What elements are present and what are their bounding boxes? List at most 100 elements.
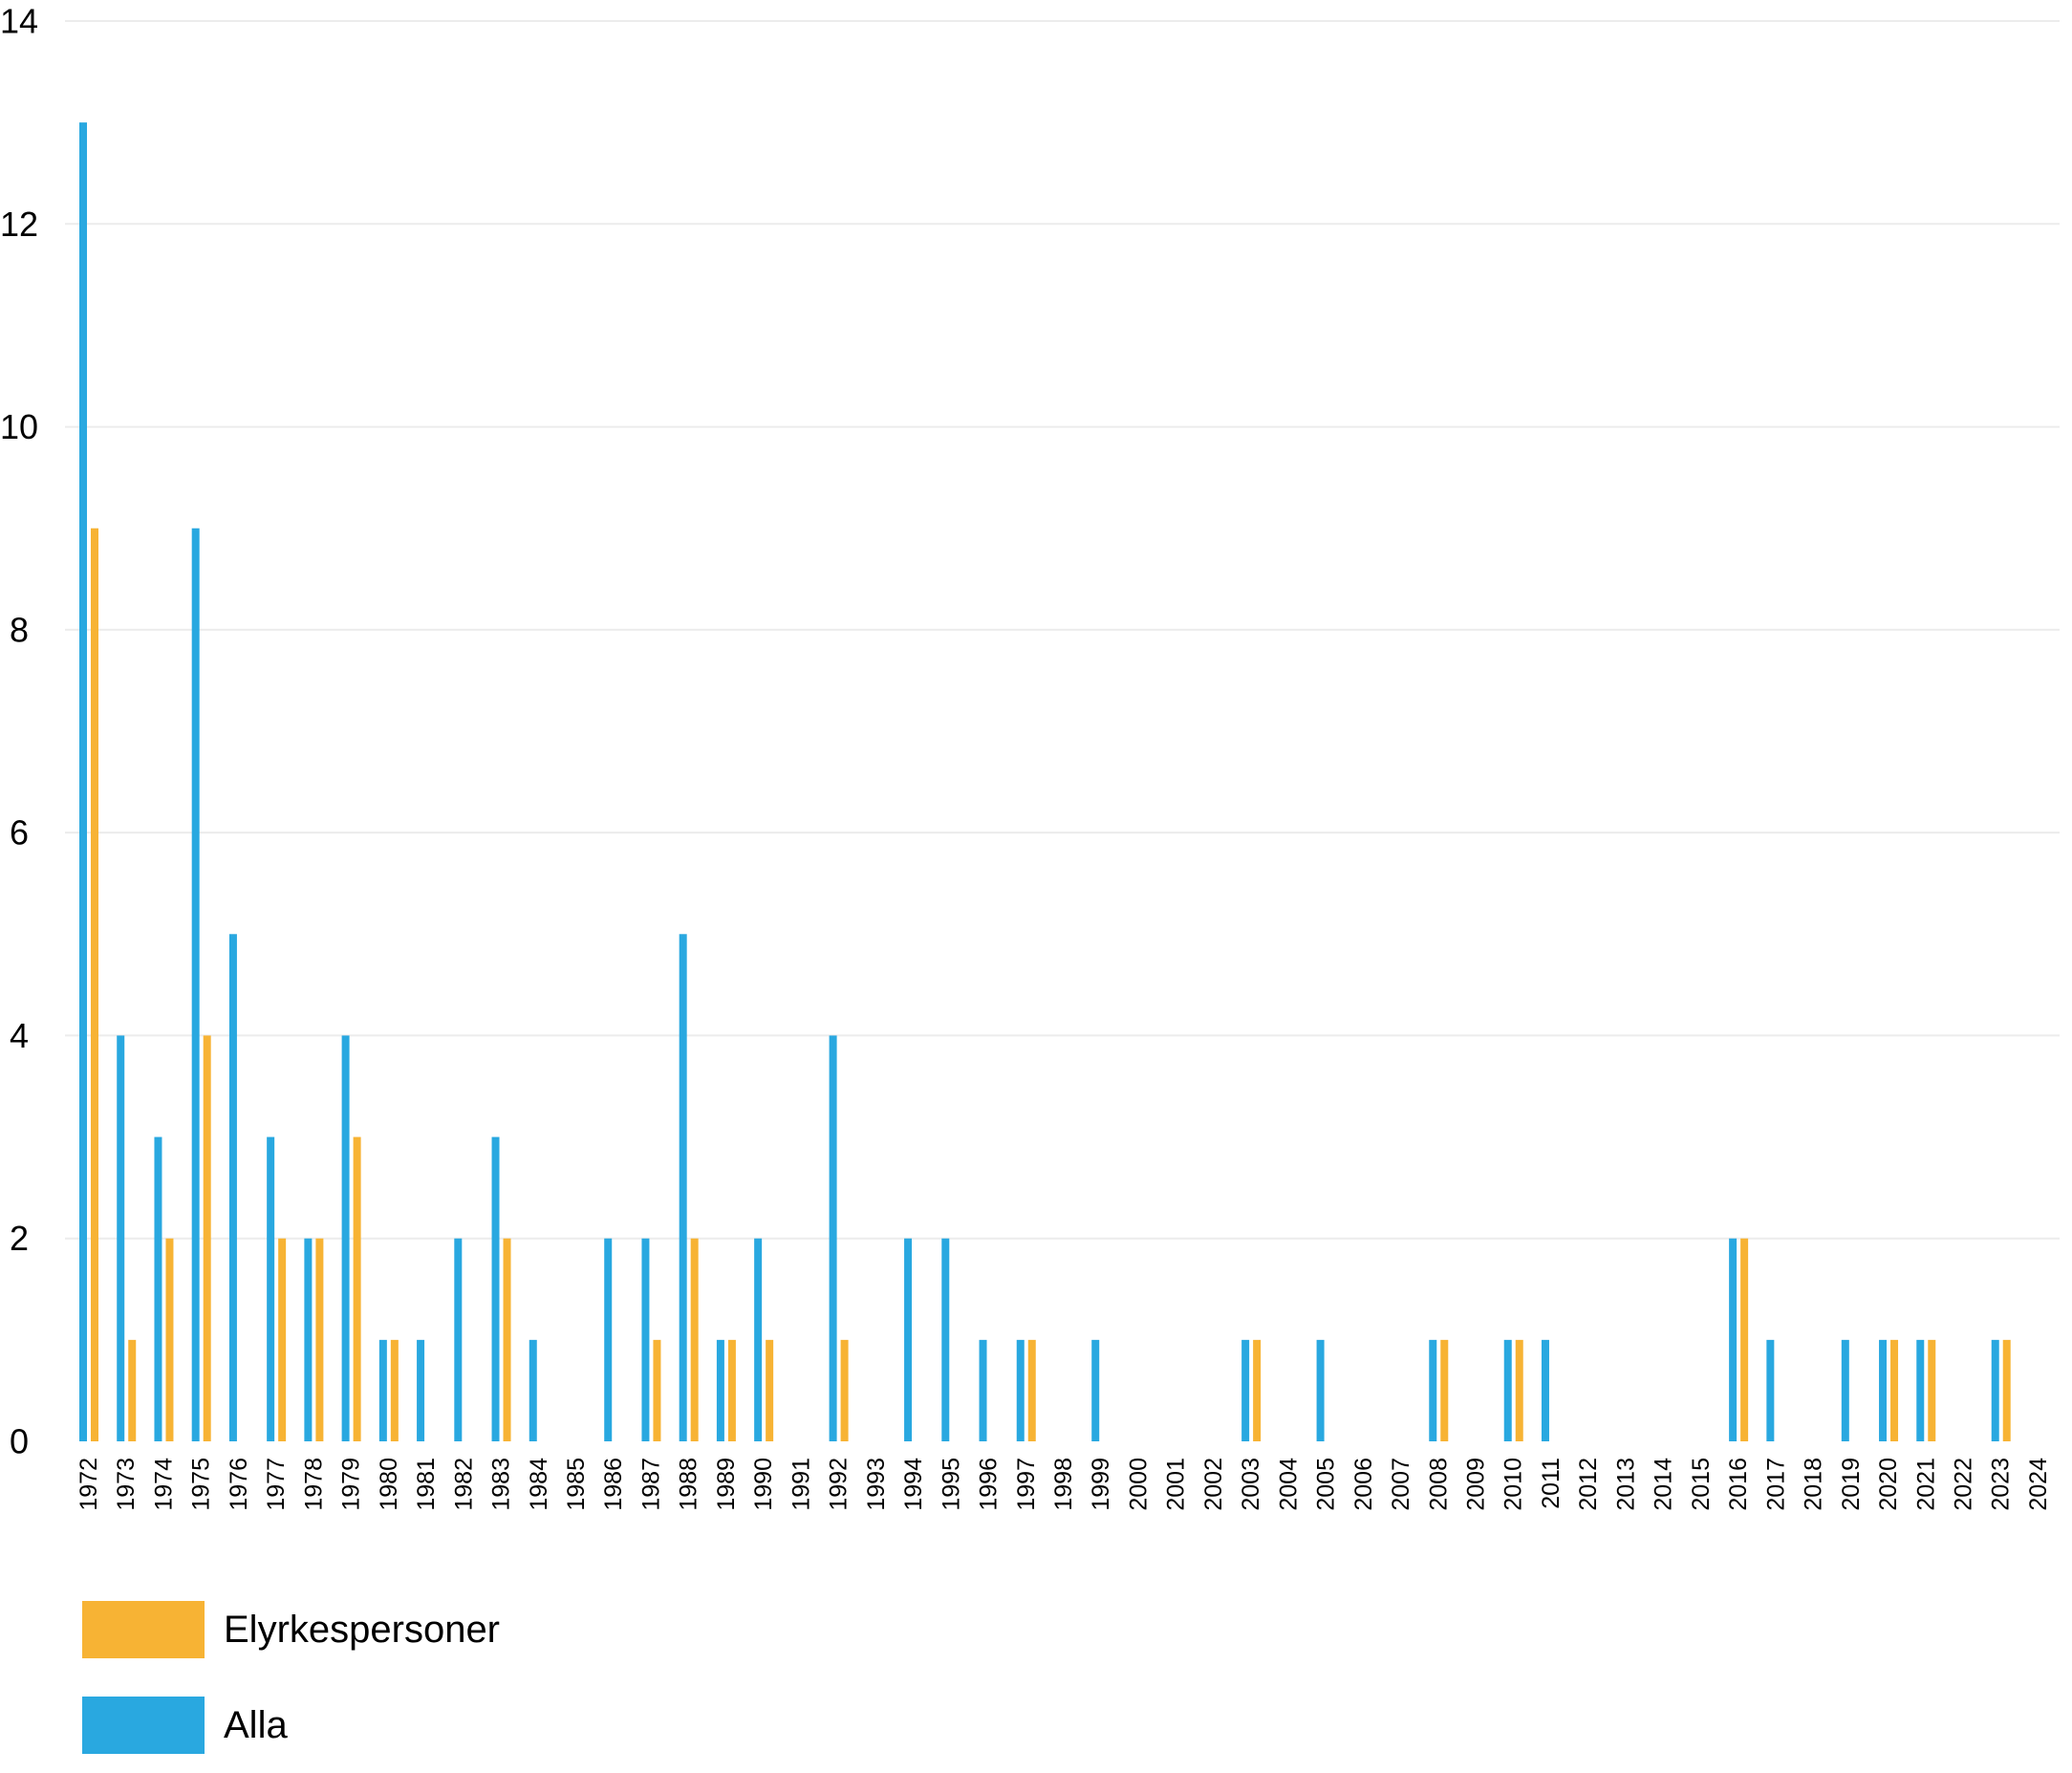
x-tick-label-1998: 1998 bbox=[1050, 1458, 1077, 1511]
bar-elyrkespersoner-1997 bbox=[1027, 1339, 1036, 1441]
bar-alla-1982 bbox=[454, 1238, 463, 1441]
bar-elyrkespersoner-2023 bbox=[2002, 1339, 2011, 1441]
bar-alla-1987 bbox=[641, 1238, 650, 1441]
x-tick-label-2017: 2017 bbox=[1762, 1458, 1789, 1511]
x-tick-label-2024: 2024 bbox=[2025, 1458, 2052, 1511]
x-tick-label-1985: 1985 bbox=[563, 1458, 590, 1511]
bar-elyrkespersoner-1975 bbox=[203, 1035, 211, 1441]
bar-alla-1980 bbox=[378, 1339, 387, 1441]
bar-alla-1984 bbox=[529, 1339, 537, 1441]
legend-swatch-alla bbox=[82, 1697, 205, 1754]
bar-elyrkespersoner-1990 bbox=[766, 1339, 774, 1441]
gridlines bbox=[65, 20, 2060, 1240]
bar-alla-2019 bbox=[1841, 1339, 1849, 1441]
bar-alla-1977 bbox=[267, 1136, 275, 1441]
y-tick-label: 12 bbox=[0, 205, 38, 244]
x-tick-label-2016: 2016 bbox=[1725, 1458, 1752, 1511]
bar-elyrkespersoner-1977 bbox=[278, 1238, 287, 1441]
bar-elyrkespersoner-1992 bbox=[840, 1339, 849, 1441]
x-tick-label-1979: 1979 bbox=[338, 1458, 365, 1511]
x-tick-label-1997: 1997 bbox=[1013, 1458, 1040, 1511]
x-tick-label-1984: 1984 bbox=[526, 1458, 552, 1511]
x-tick-label-1988: 1988 bbox=[676, 1458, 702, 1511]
y-tick-label: 10 bbox=[0, 407, 38, 446]
y-tick-label: 14 bbox=[0, 2, 38, 41]
x-tick-label-1982: 1982 bbox=[450, 1458, 477, 1511]
x-tick-label-2000: 2000 bbox=[1125, 1458, 1152, 1511]
legend-swatch-elyrkespersoner bbox=[82, 1601, 205, 1658]
x-tick-label-1981: 1981 bbox=[413, 1458, 440, 1511]
bar-elyrkespersoner-1987 bbox=[653, 1339, 661, 1441]
x-tick-label-1993: 1993 bbox=[863, 1458, 890, 1511]
legend: Elyrkespersoner Alla bbox=[82, 1582, 500, 1773]
legend-item-alla: Alla bbox=[82, 1677, 500, 1773]
bar-alla-1972 bbox=[79, 122, 87, 1442]
x-tick-label-2010: 2010 bbox=[1500, 1458, 1527, 1511]
x-tick-label-1991: 1991 bbox=[788, 1458, 814, 1511]
bar-alla-1988 bbox=[679, 934, 687, 1441]
legend-label-elyrkespersoner: Elyrkespersoner bbox=[224, 1608, 501, 1651]
y-tick-label: 4 bbox=[10, 1016, 29, 1055]
bar-alla-1974 bbox=[154, 1136, 162, 1441]
x-tick-label-1990: 1990 bbox=[750, 1458, 777, 1511]
bar-alla-1983 bbox=[491, 1136, 500, 1441]
x-tick-label-2011: 2011 bbox=[1538, 1458, 1565, 1509]
bar-alla-2023 bbox=[1991, 1339, 1999, 1441]
x-tick-label-2004: 2004 bbox=[1275, 1458, 1302, 1511]
legend-label-alla: Alla bbox=[224, 1703, 288, 1746]
x-tick-label-1973: 1973 bbox=[113, 1458, 140, 1511]
x-tick-label-2014: 2014 bbox=[1651, 1458, 1677, 1511]
x-axis-ticks: 1972 1973 1974 1975 1976 1977 1978 1979 1980 1981… bbox=[76, 1458, 2052, 1511]
bar-elyrkespersoner-2003 bbox=[1253, 1339, 1262, 1441]
x-tick-label-2012: 2012 bbox=[1575, 1458, 1602, 1511]
x-tick-label-2019: 2019 bbox=[1838, 1458, 1865, 1511]
x-tick-label-2018: 2018 bbox=[1801, 1458, 1827, 1511]
bar-elyrkespersoner-2008 bbox=[1440, 1339, 1449, 1441]
x-tick-label-2003: 2003 bbox=[1238, 1458, 1264, 1511]
x-tick-label-2008: 2008 bbox=[1425, 1458, 1452, 1511]
x-tick-label-2023: 2023 bbox=[1988, 1458, 2015, 1511]
bar-alla-1994 bbox=[904, 1238, 913, 1441]
bar-alla-2010 bbox=[1503, 1339, 1512, 1441]
x-tick-label-2015: 2015 bbox=[1688, 1458, 1715, 1511]
x-tick-label-1986: 1986 bbox=[600, 1458, 627, 1511]
y-tick-label: 6 bbox=[10, 813, 29, 853]
x-tick-label-2009: 2009 bbox=[1463, 1458, 1490, 1511]
bar-elyrkespersoner-1988 bbox=[690, 1238, 699, 1441]
bar-elyrkespersoner-2010 bbox=[1515, 1339, 1523, 1441]
bar-elyrkespersoner-1978 bbox=[315, 1238, 324, 1441]
bar-alla-2017 bbox=[1766, 1339, 1775, 1441]
x-tick-label-1978: 1978 bbox=[300, 1458, 327, 1511]
bars bbox=[79, 122, 2011, 1442]
x-tick-label-2021: 2021 bbox=[1912, 1458, 1939, 1511]
x-tick-label-2001: 2001 bbox=[1163, 1458, 1190, 1511]
bar-chart: 0 2 4 6 8 10 12 14 1972 1973 1974 1975 1976 1977 1978… bbox=[0, 2, 2060, 1511]
bar-alla-1992 bbox=[829, 1035, 837, 1441]
bar-alla-1997 bbox=[1016, 1339, 1025, 1441]
x-tick-label-2007: 2007 bbox=[1388, 1458, 1414, 1511]
bar-alla-2020 bbox=[1879, 1339, 1888, 1441]
bar-alla-1989 bbox=[716, 1339, 724, 1441]
x-tick-label-1992: 1992 bbox=[826, 1458, 853, 1511]
x-tick-label-1996: 1996 bbox=[976, 1458, 1003, 1511]
y-tick-label: 0 bbox=[10, 1422, 29, 1461]
x-tick-label-1975: 1975 bbox=[188, 1458, 215, 1511]
bar-elyrkespersoner-1983 bbox=[503, 1238, 511, 1441]
bar-elyrkespersoner-1974 bbox=[165, 1238, 174, 1441]
bar-alla-1975 bbox=[191, 528, 200, 1441]
x-tick-label-1987: 1987 bbox=[637, 1458, 664, 1511]
bar-alla-2005 bbox=[1316, 1339, 1325, 1441]
x-tick-label-1989: 1989 bbox=[713, 1458, 740, 1511]
y-axis-ticks: 0 2 4 6 8 10 12 14 bbox=[0, 2, 38, 1461]
bar-elyrkespersoner-2021 bbox=[1928, 1339, 1936, 1441]
y-tick-label: 2 bbox=[10, 1219, 29, 1258]
bar-alla-1995 bbox=[941, 1238, 950, 1441]
x-tick-label-1972: 1972 bbox=[76, 1458, 102, 1511]
bar-elyrkespersoner-1979 bbox=[353, 1136, 361, 1441]
x-tick-label-2005: 2005 bbox=[1313, 1458, 1340, 1511]
bar-alla-1973 bbox=[117, 1035, 125, 1441]
y-tick-label: 8 bbox=[10, 610, 29, 649]
bar-elyrkespersoner-1973 bbox=[128, 1339, 137, 1441]
bar-alla-2011 bbox=[1541, 1339, 1549, 1441]
x-tick-label-2020: 2020 bbox=[1875, 1458, 1902, 1511]
